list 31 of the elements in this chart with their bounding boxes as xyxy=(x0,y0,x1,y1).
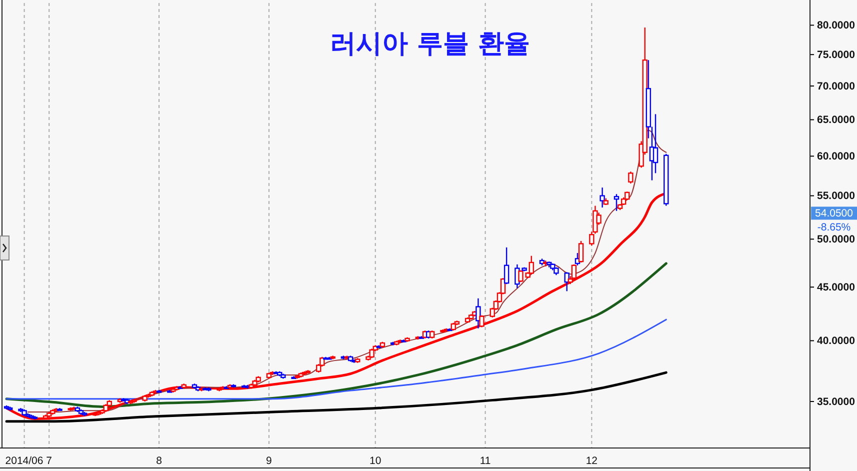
y-tick-label: 35.0000 xyxy=(817,396,856,408)
y-tick-label: 80.0000 xyxy=(817,20,856,32)
x-tick-label: 8 xyxy=(156,455,162,467)
y-tick-label: 45.0000 xyxy=(817,281,856,294)
candlestick xyxy=(628,170,634,184)
y-tick-label: 70.0000 xyxy=(817,80,856,92)
y-tick-label: 75.0000 xyxy=(817,48,856,61)
y-tick-label: 40.0000 xyxy=(817,335,856,348)
candlestick xyxy=(476,298,481,329)
y-tick-label: 55.0000 xyxy=(817,190,856,202)
candlestick xyxy=(578,240,584,264)
y-tick-label: 65.0000 xyxy=(817,114,856,126)
x-tick-label: 10 xyxy=(370,455,382,467)
y-tick-label: 50.0000 xyxy=(817,234,856,246)
x-tick-label: 12 xyxy=(586,455,598,467)
candlestick xyxy=(614,194,620,212)
line-series xyxy=(6,318,667,400)
line-series xyxy=(5,371,668,423)
line-series xyxy=(27,130,667,413)
candlestick xyxy=(369,348,374,359)
x-tick-label: 7 xyxy=(46,455,52,467)
candlestick xyxy=(600,186,605,208)
x-tick-label: 9 xyxy=(266,455,272,467)
candlestick xyxy=(528,255,534,275)
x-tick-label: 2014/06 xyxy=(5,455,44,467)
text: 러시아 루블 환율 xyxy=(330,29,530,59)
text: 54.0500 xyxy=(815,208,854,220)
line-series xyxy=(5,262,668,408)
y-tick-label: 60.0000 xyxy=(817,150,856,163)
text: -8.65% xyxy=(817,222,851,234)
x-tick-label: 11 xyxy=(480,455,491,467)
